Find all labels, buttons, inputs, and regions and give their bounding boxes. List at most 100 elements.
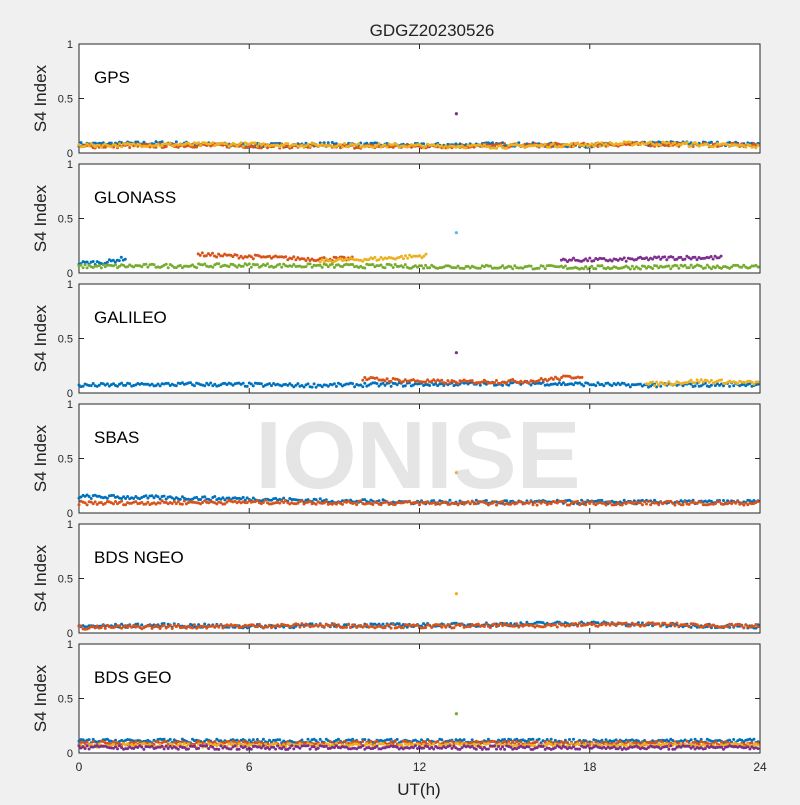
data-point — [503, 622, 507, 626]
data-point — [186, 141, 190, 145]
data-point — [172, 497, 176, 501]
data-point — [351, 263, 355, 266]
data-point — [697, 742, 701, 746]
data-point — [166, 381, 170, 385]
data-point — [551, 142, 555, 145]
data-point — [722, 384, 725, 388]
data-point — [468, 502, 472, 506]
data-point — [653, 741, 657, 745]
data-point — [622, 256, 626, 260]
data-point — [134, 740, 138, 744]
data-point — [695, 623, 699, 627]
data-point — [563, 264, 567, 268]
data-point — [604, 503, 608, 507]
data-point — [223, 498, 227, 502]
data-point — [320, 258, 324, 262]
data-point — [160, 140, 164, 144]
data-point — [628, 267, 632, 271]
data-point — [643, 264, 646, 268]
data-point — [478, 383, 482, 387]
data-point — [261, 744, 265, 748]
data-point — [511, 378, 515, 381]
data-point — [304, 259, 308, 263]
data-point — [85, 744, 89, 748]
data-point — [85, 142, 89, 146]
y-axis-label: S4 Index — [31, 184, 50, 252]
data-point — [148, 624, 152, 628]
data-point — [249, 255, 253, 259]
data-point — [691, 498, 695, 502]
data-point — [454, 112, 458, 116]
data-point — [197, 739, 201, 743]
data-point — [400, 254, 403, 258]
data-point — [286, 383, 290, 387]
data-point — [655, 739, 659, 743]
data-point — [241, 264, 245, 268]
data-point — [657, 383, 661, 387]
data-point — [543, 501, 547, 504]
data-point — [748, 266, 752, 270]
data-point — [626, 740, 630, 744]
data-point — [754, 623, 758, 626]
data-point — [663, 255, 667, 259]
data-point — [416, 623, 419, 627]
y-tick-label: 1 — [67, 279, 73, 291]
data-point — [687, 625, 691, 629]
data-point — [705, 263, 709, 267]
data-point — [602, 621, 606, 625]
data-point — [371, 503, 375, 506]
data-point — [182, 742, 186, 746]
data-point — [643, 739, 646, 742]
data-point — [699, 737, 703, 741]
y-tick-label: 0.5 — [58, 694, 73, 706]
data-point — [424, 144, 428, 148]
data-point — [318, 263, 322, 267]
data-point — [576, 499, 580, 503]
data-point — [132, 265, 136, 269]
data-point — [403, 384, 407, 388]
data-point — [746, 742, 750, 746]
data-point — [426, 738, 430, 741]
data-point — [316, 746, 320, 750]
data-point — [205, 744, 209, 748]
data-point — [713, 502, 717, 506]
data-point — [572, 737, 575, 741]
data-point — [592, 144, 596, 148]
data-point — [312, 382, 316, 386]
data-point — [241, 256, 245, 260]
x-tick-label: 12 — [413, 760, 427, 774]
data-point — [527, 740, 531, 744]
data-point — [300, 622, 304, 626]
data-point — [590, 742, 594, 746]
data-point — [87, 144, 91, 148]
data-point — [673, 141, 677, 145]
data-point — [264, 264, 267, 267]
data-point — [529, 383, 533, 387]
data-point — [752, 737, 756, 741]
data-point — [549, 743, 553, 746]
data-point — [640, 257, 644, 261]
data-point — [754, 146, 758, 150]
data-point — [81, 738, 85, 742]
data-point — [732, 384, 736, 388]
data-point — [671, 255, 675, 259]
data-point — [661, 381, 665, 385]
data-point — [596, 381, 600, 385]
data-point — [166, 266, 170, 270]
data-point — [638, 382, 642, 386]
data-point — [112, 493, 115, 497]
data-point — [186, 742, 190, 746]
data-point — [326, 265, 330, 269]
data-point — [501, 499, 505, 503]
data-point — [365, 623, 369, 627]
data-point — [322, 256, 326, 260]
data-point — [742, 503, 746, 507]
data-point — [290, 383, 294, 387]
data-point — [428, 739, 432, 743]
data-point — [620, 742, 624, 746]
data-point — [756, 265, 760, 269]
data-point — [391, 266, 395, 269]
data-point — [395, 383, 399, 387]
y-tick-label: 0 — [67, 268, 73, 280]
